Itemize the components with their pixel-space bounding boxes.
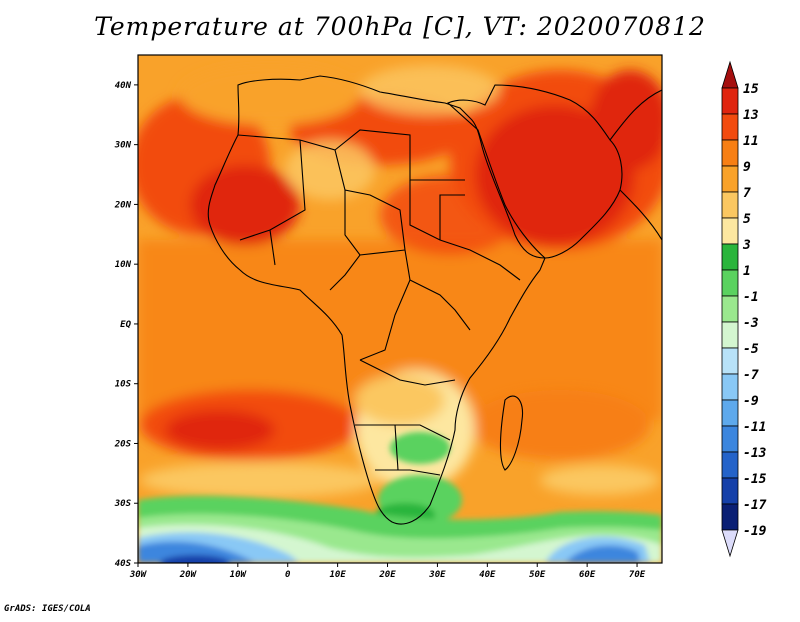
colorbar-label: 9 xyxy=(743,160,751,175)
lon-tick-label: 0 xyxy=(285,570,291,580)
colorbar-label: -5 xyxy=(743,342,759,357)
lat-tick-label: EQ xyxy=(120,320,131,330)
temperature-field xyxy=(138,55,662,563)
colorbar-label: -7 xyxy=(743,368,759,383)
colorbar-label: 7 xyxy=(743,186,751,201)
lon-tick-label: 30E xyxy=(428,570,446,580)
lat-tick-label: 40S xyxy=(115,559,132,569)
colorbar-swatch xyxy=(721,321,739,349)
colorbar-label: 15 xyxy=(743,82,759,97)
colorbar-label: -19 xyxy=(743,524,767,539)
colorbar-label: 1 xyxy=(743,264,751,279)
lat-tick-label: 30S xyxy=(114,499,132,509)
latitude-axis: 40N 30N 20N 10N EQ 10S 20S 30S 40S xyxy=(114,81,138,569)
colorbar-label: -17 xyxy=(743,498,767,513)
colorbar-swatch xyxy=(721,503,739,531)
colorbar-swatch xyxy=(721,347,739,375)
lat-tick-label: 30N xyxy=(114,141,132,151)
colorbar-swatch xyxy=(721,425,739,453)
lat-tick-label: 10S xyxy=(115,380,132,390)
colorbar-swatch xyxy=(721,165,739,193)
colorbar-swatch xyxy=(721,60,739,89)
colorbar-swatch xyxy=(721,295,739,323)
colorbar-swatch xyxy=(721,477,739,505)
colorbar-label: -11 xyxy=(743,420,766,435)
colorbar-swatch xyxy=(721,191,739,219)
longitude-axis: 30W 20W 10W 0 10E 20E 30E 40E 50E 60E 70E xyxy=(129,563,646,580)
colorbar-swatch xyxy=(721,217,739,245)
colorbar-swatch xyxy=(721,529,739,558)
colorbar-label: -3 xyxy=(743,316,759,331)
lon-tick-label: 10E xyxy=(329,570,346,580)
colorbar-swatch xyxy=(721,373,739,401)
colorbar-label: 5 xyxy=(743,212,751,227)
plot-frame xyxy=(137,54,663,564)
colorbar-swatch xyxy=(721,243,739,271)
colorbar-swatch xyxy=(721,139,739,167)
lat-tick-label: 40N xyxy=(115,81,132,91)
lon-tick-label: 40E xyxy=(479,570,496,580)
coastlines xyxy=(207,75,662,525)
lon-tick-label: 10W xyxy=(230,570,248,580)
lon-tick-label: 30W xyxy=(129,570,148,580)
lon-tick-label: 50E xyxy=(529,570,546,580)
colorbar-label: -13 xyxy=(743,446,767,461)
lat-tick-label: 20N xyxy=(114,200,132,210)
lon-tick-label: 60E xyxy=(579,570,596,580)
map-title: Temperature at 700hPa [C], VT: 202007081… xyxy=(94,12,706,41)
colorbar-swatch xyxy=(721,451,739,479)
colorbar: 15 13 11 9 7 5 3 1 -1 -3 -5 -7 -9 -11 -13 -15 -17 -19 xyxy=(721,60,767,558)
colorbar-swatch xyxy=(721,269,739,297)
colorbar-label: -9 xyxy=(743,394,759,409)
colorbar-label: -15 xyxy=(743,472,767,487)
colorbar-label: 3 xyxy=(742,238,751,253)
colorbar-label: -1 xyxy=(743,290,759,305)
lon-tick-label: 20E xyxy=(378,570,396,580)
lat-tick-label: 20S xyxy=(114,439,132,449)
colorbar-label: 11 xyxy=(743,134,759,149)
lon-tick-label: 20W xyxy=(179,570,198,580)
lat-tick-label: 10N xyxy=(115,260,132,270)
credit-text: GrADS: IGES/COLA xyxy=(4,604,91,614)
colorbar-swatch xyxy=(721,399,739,427)
lon-tick-label: 70E xyxy=(629,570,646,580)
colorbar-swatch xyxy=(721,87,739,115)
colorbar-swatch xyxy=(721,113,739,141)
colorbar-label: 13 xyxy=(743,108,759,123)
